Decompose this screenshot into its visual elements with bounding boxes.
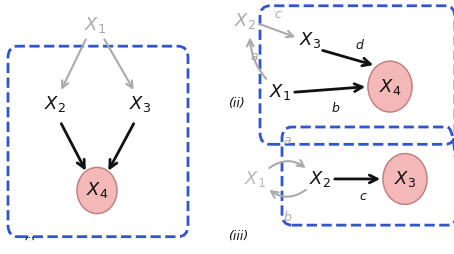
Text: (i): (i) <box>22 237 35 250</box>
Text: a: a <box>250 50 258 63</box>
Text: b: b <box>331 102 339 115</box>
Text: $X_1$: $X_1$ <box>244 169 266 189</box>
Text: $X_3$: $X_3$ <box>299 30 321 50</box>
Text: $X_2$: $X_2$ <box>234 11 256 31</box>
Text: $X_1$: $X_1$ <box>269 82 291 102</box>
Circle shape <box>77 167 117 214</box>
Text: $X_1$: $X_1$ <box>84 15 106 35</box>
Text: a: a <box>284 134 291 147</box>
Text: d: d <box>355 39 363 52</box>
Text: $X_3$: $X_3$ <box>394 169 416 189</box>
Circle shape <box>368 61 412 112</box>
Text: b: b <box>284 211 291 224</box>
Text: c: c <box>359 190 366 203</box>
Circle shape <box>383 154 427 204</box>
Text: (iii): (iii) <box>228 230 248 243</box>
Text: c: c <box>274 8 281 21</box>
Text: $X_3$: $X_3$ <box>129 94 151 114</box>
Text: $X_4$: $X_4$ <box>379 77 401 97</box>
Text: $X_2$: $X_2$ <box>44 94 66 114</box>
Text: $X_2$: $X_2$ <box>309 169 331 189</box>
Text: (ii): (ii) <box>228 98 245 110</box>
Text: $X_4$: $X_4$ <box>86 181 108 200</box>
